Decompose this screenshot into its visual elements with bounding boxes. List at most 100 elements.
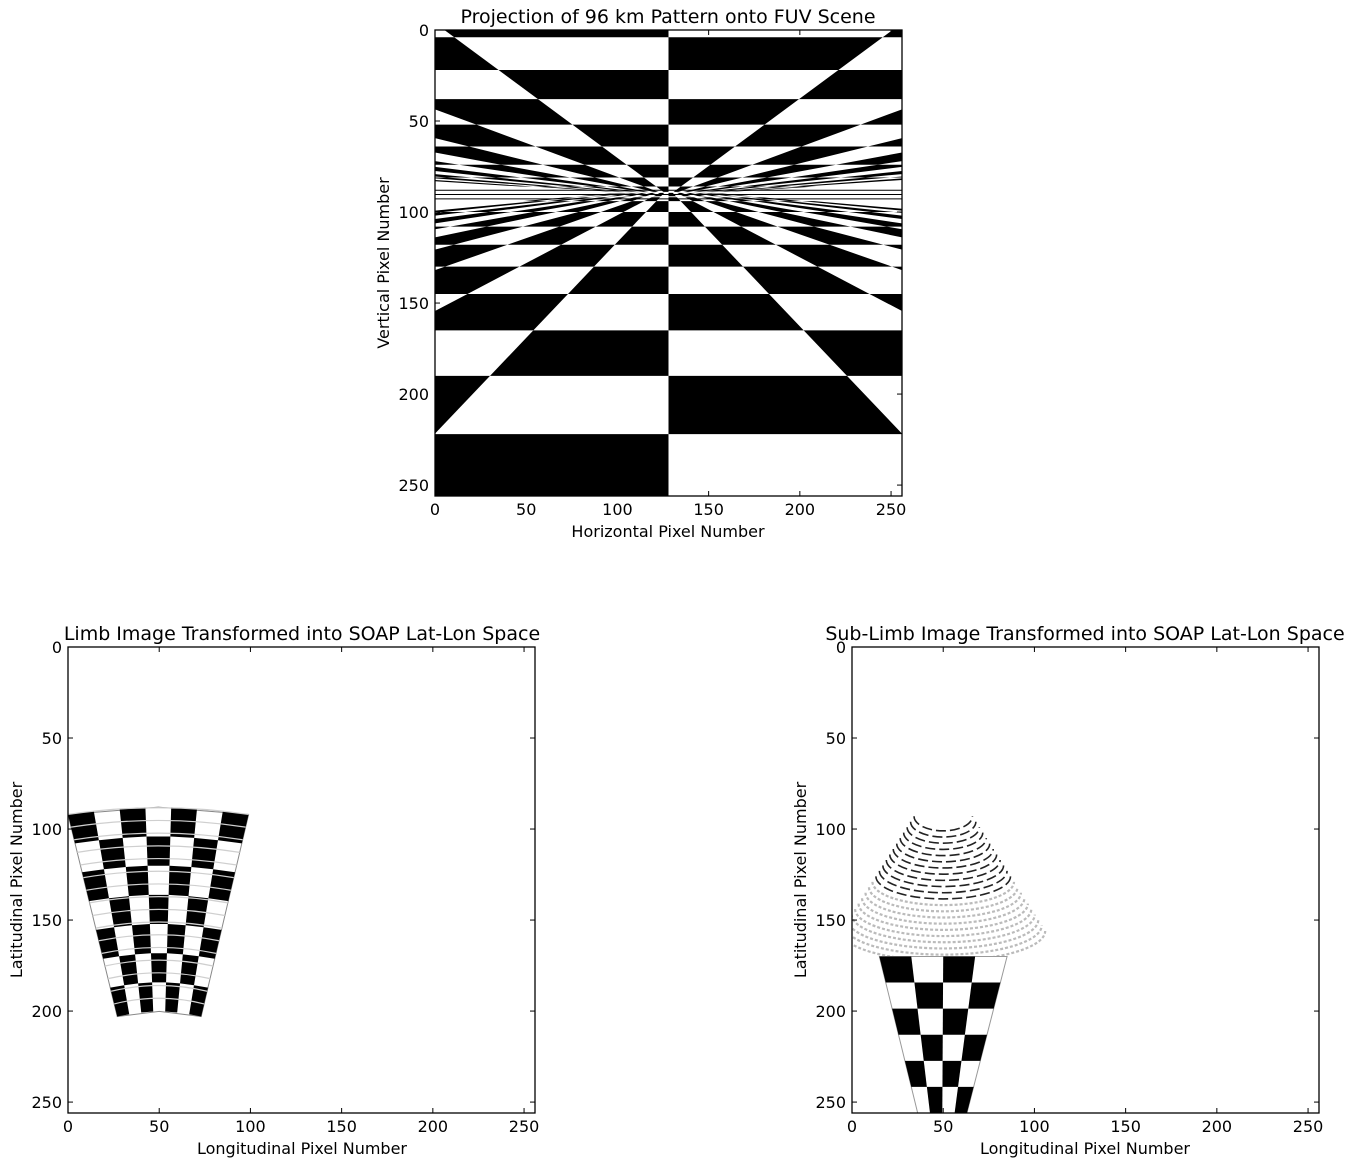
y-tick-label: 150 bbox=[31, 911, 62, 930]
checker-cell bbox=[926, 1086, 943, 1113]
checker-cell bbox=[801, 201, 902, 211]
y-tick-label: 150 bbox=[815, 911, 846, 930]
checker-cell bbox=[435, 375, 491, 434]
chart-limb: Limb Image Transformed into SOAP Lat-Lon… bbox=[7, 623, 540, 1158]
resample-arc bbox=[892, 848, 994, 869]
resample-arc bbox=[875, 876, 1012, 900]
x-tick-label: 0 bbox=[847, 1117, 857, 1136]
checker-cell bbox=[1339, 267, 1371, 294]
checker-cell bbox=[435, 212, 511, 224]
checker-cell bbox=[0, 267, 72, 294]
checker-cell bbox=[942, 1008, 969, 1035]
resample-arc bbox=[867, 887, 1019, 913]
checker-cell bbox=[704, 201, 759, 213]
checker-cell bbox=[619, 177, 657, 187]
checker-cell bbox=[110, 985, 130, 1017]
checker-cell bbox=[1098, 245, 1339, 267]
checker-cell bbox=[1134, 125, 1371, 147]
resample-arc bbox=[888, 854, 998, 875]
checker-cell bbox=[848, 212, 902, 220]
checker-cell bbox=[1206, 245, 1371, 267]
y-axis-label: Latitudinal Pixel Number bbox=[791, 781, 810, 978]
checker-cell bbox=[890, 176, 902, 178]
resample-arc bbox=[101, 946, 217, 954]
checker-cell bbox=[991, 245, 1190, 267]
y-tick-label: 50 bbox=[826, 729, 846, 748]
checker-cell bbox=[170, 807, 197, 838]
checker-cell bbox=[1025, 376, 1370, 434]
checker-cell bbox=[668, 146, 735, 165]
checker-cell bbox=[742, 177, 841, 187]
checker-cell bbox=[444, 30, 669, 38]
checker-cell bbox=[0, 267, 221, 294]
checker-cell bbox=[569, 177, 632, 187]
checker-cell bbox=[435, 174, 472, 178]
y-tick-label: 250 bbox=[398, 476, 429, 495]
resample-arc bbox=[68, 807, 249, 816]
checker-cell bbox=[535, 146, 627, 165]
checker-cell bbox=[882, 30, 902, 38]
checker-cell bbox=[717, 177, 792, 187]
y-tick-label: 150 bbox=[398, 294, 429, 313]
y-axis-label: Latitudinal Pixel Number bbox=[7, 781, 26, 978]
checker-cell bbox=[128, 294, 367, 330]
checker-cell bbox=[490, 330, 669, 376]
checker-cell bbox=[450, 212, 556, 227]
checker-cell bbox=[217, 811, 249, 844]
checker-cell bbox=[119, 807, 147, 838]
checker-cell bbox=[968, 982, 1001, 1009]
checker-cell bbox=[146, 836, 171, 866]
checker-cell bbox=[860, 109, 902, 125]
checker-cell bbox=[734, 124, 861, 147]
checker-cell bbox=[879, 956, 915, 983]
checker-cell bbox=[668, 293, 804, 331]
checker-cell bbox=[1003, 147, 1267, 165]
resample-arc bbox=[895, 843, 991, 863]
checker-cell bbox=[840, 170, 902, 178]
checker-cell bbox=[519, 244, 615, 267]
y-tick-label: 100 bbox=[815, 820, 846, 839]
checker-cell bbox=[869, 293, 902, 311]
checker-cell bbox=[4, 147, 292, 165]
x-tick-label: 100 bbox=[235, 1117, 266, 1136]
checker-cell bbox=[1245, 99, 1371, 124]
checker-cell bbox=[165, 982, 181, 1013]
resample-arc bbox=[77, 845, 240, 853]
x-tick-label: 50 bbox=[516, 500, 536, 519]
checker-cell bbox=[459, 164, 570, 178]
checker-cell bbox=[188, 125, 402, 147]
checker-cell bbox=[920, 1034, 943, 1061]
y-tick-label: 100 bbox=[398, 203, 429, 222]
image-area bbox=[0, 30, 1371, 503]
resample-arc bbox=[104, 959, 214, 967]
checker-cell bbox=[1053, 99, 1321, 124]
checker-cell bbox=[892, 266, 902, 271]
checker-cell bbox=[799, 70, 902, 100]
checker-cell bbox=[0, 294, 166, 330]
checker-cell bbox=[777, 201, 894, 213]
y-tick-label: 0 bbox=[52, 638, 62, 657]
checker-cell bbox=[914, 982, 944, 1009]
x-tick-label: 150 bbox=[326, 1117, 357, 1136]
x-tick-label: 0 bbox=[430, 500, 440, 519]
checker-cell bbox=[923, 227, 1098, 245]
resample-arc bbox=[852, 914, 1036, 944]
checker-cell bbox=[133, 330, 398, 376]
resample-arc bbox=[913, 816, 974, 832]
x-tick-label: 0 bbox=[63, 1117, 73, 1136]
checker-cell bbox=[753, 201, 849, 213]
checker-cell bbox=[680, 201, 714, 213]
checker-cell bbox=[465, 201, 572, 213]
checker-cell bbox=[902, 434, 1268, 503]
checker-cell bbox=[0, 245, 185, 267]
checker-cell bbox=[867, 138, 902, 147]
checker-cell bbox=[78, 227, 305, 245]
checker-cell bbox=[942, 1060, 962, 1087]
y-tick-label: 0 bbox=[836, 638, 846, 657]
checker-cell bbox=[166, 267, 370, 294]
checker-cell bbox=[0, 125, 4, 147]
checker-cell bbox=[920, 147, 1134, 165]
y-tick-label: 250 bbox=[815, 1093, 846, 1112]
checker-cell bbox=[435, 146, 543, 165]
